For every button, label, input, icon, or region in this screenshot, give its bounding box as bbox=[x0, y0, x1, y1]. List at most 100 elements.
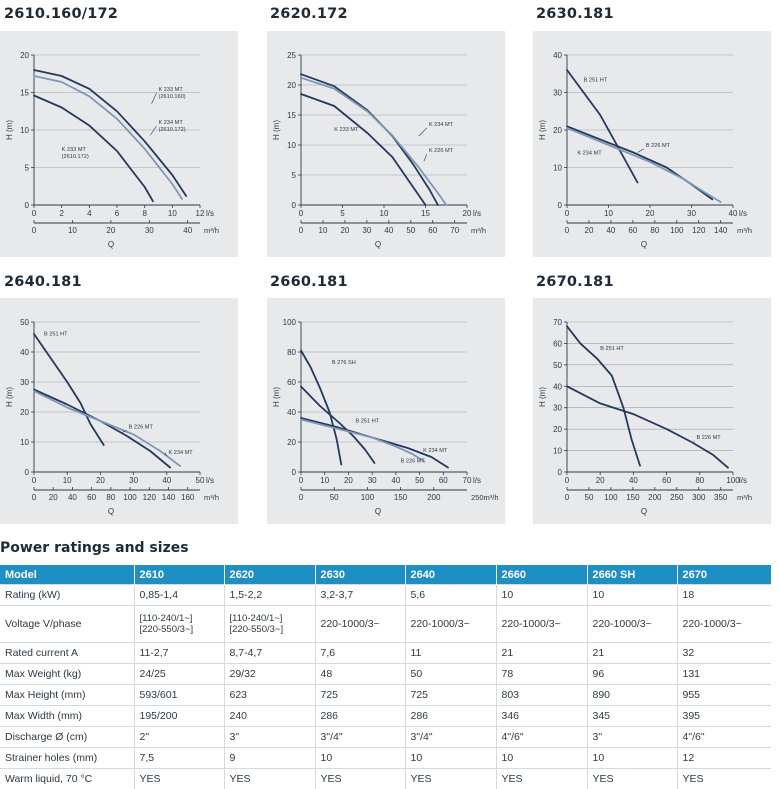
x-tick-label: 50 bbox=[415, 476, 424, 485]
table-cell: YES bbox=[405, 769, 496, 789]
chart-title-2640: 2640.181 bbox=[4, 274, 82, 290]
table-cell-line: [220-550/3~] bbox=[230, 624, 310, 635]
y-tick-label: 25 bbox=[287, 51, 296, 60]
x2-tick-label: 70 bbox=[450, 226, 459, 235]
series-curve bbox=[301, 420, 424, 462]
x-tick-label: 20 bbox=[596, 476, 605, 485]
series-label: B 226 MT bbox=[129, 425, 154, 431]
y-tick-label: 20 bbox=[287, 81, 296, 90]
y-tick-label: 20 bbox=[553, 425, 562, 434]
table-cell: 131 bbox=[677, 664, 771, 685]
column-header-2670: 2670 bbox=[677, 565, 771, 585]
x-tick-label: 10 bbox=[63, 476, 72, 485]
x-tick-label: 8 bbox=[142, 209, 147, 218]
series-curve bbox=[567, 386, 728, 467]
x-tick-label: 20 bbox=[463, 209, 472, 218]
column-header-2640: 2640 bbox=[405, 565, 496, 585]
table-cell: 803 bbox=[496, 685, 587, 706]
table-cell: 220-1000/3~ bbox=[496, 606, 587, 643]
y-tick-label: 100 bbox=[283, 318, 297, 327]
series-curve bbox=[301, 387, 375, 464]
x2-tick-label: 40 bbox=[68, 493, 77, 502]
y-tick-label: 0 bbox=[292, 201, 297, 210]
table-cell: 5,6 bbox=[405, 585, 496, 606]
y-tick-label: 15 bbox=[287, 111, 296, 120]
y-tick-label: 10 bbox=[553, 447, 562, 456]
x2-tick-label: 250 bbox=[670, 493, 684, 502]
series-label: (2610.172) bbox=[62, 154, 89, 160]
x-tick-label: 20 bbox=[96, 476, 105, 485]
table-cell: 3" bbox=[224, 727, 315, 748]
x2-tick-label: 20 bbox=[340, 226, 349, 235]
table-cell: 24/25 bbox=[134, 664, 224, 685]
x2-unit-label: m³/h bbox=[204, 493, 219, 502]
x2-tick-label: 120 bbox=[143, 493, 157, 502]
x-tick-label: 10 bbox=[604, 209, 613, 218]
table-cell: YES bbox=[496, 769, 587, 789]
table-cell: 11 bbox=[405, 643, 496, 664]
y-axis-title: H (m) bbox=[538, 120, 547, 140]
x2-tick-label: 30 bbox=[362, 226, 371, 235]
x-tick-label: 4 bbox=[87, 209, 92, 218]
series-label: K 233 MT bbox=[62, 147, 87, 153]
series-label: B 251 HT bbox=[356, 419, 380, 425]
y-tick-label: 40 bbox=[553, 51, 562, 60]
x2-tick-label: 0 bbox=[565, 226, 570, 235]
x-tick-label: 30 bbox=[129, 476, 138, 485]
y-tick-label: 40 bbox=[287, 408, 296, 417]
x2-tick-label: 0 bbox=[299, 226, 304, 235]
y-tick-label: 10 bbox=[553, 164, 562, 173]
table-cell: 12 bbox=[677, 748, 771, 769]
table-cell: 4"/6" bbox=[677, 727, 771, 748]
table-cell: 10 bbox=[496, 748, 587, 769]
table-cell: [110-240/1~][220-550/3~] bbox=[224, 606, 315, 643]
x-tick-label: 10 bbox=[380, 209, 389, 218]
x2-tick-label: 0 bbox=[32, 493, 37, 502]
x2-tick-label: 150 bbox=[626, 493, 640, 502]
table-cell: 8,7-4,7 bbox=[224, 643, 315, 664]
series-curve bbox=[301, 74, 438, 205]
chart-title-2670: 2670.181 bbox=[536, 274, 614, 290]
column-header-2660: 2660 bbox=[496, 565, 587, 585]
series-label: B 251 HT bbox=[584, 77, 608, 83]
x-unit-label: l/s bbox=[473, 476, 481, 485]
annotation-leader bbox=[150, 126, 156, 135]
x-tick-label: 20 bbox=[646, 209, 655, 218]
series-curve bbox=[567, 128, 721, 202]
row-label: Max Width (mm) bbox=[0, 706, 134, 727]
y-tick-label: 10 bbox=[20, 126, 29, 135]
x2-tick-label: 200 bbox=[648, 493, 662, 502]
y-tick-label: 20 bbox=[287, 438, 296, 447]
x-tick-label: 10 bbox=[168, 209, 177, 218]
row-label: Max Weight (kg) bbox=[0, 664, 134, 685]
x2-tick-label: 100 bbox=[123, 493, 137, 502]
series-curve bbox=[34, 391, 180, 466]
y-axis-title: H (m) bbox=[272, 387, 281, 407]
y-tick-label: 20 bbox=[20, 51, 29, 60]
y-tick-label: 30 bbox=[20, 378, 29, 387]
series-label: K 234 MT bbox=[577, 150, 602, 156]
series-label: K 234 MT bbox=[429, 122, 454, 128]
x-axis-title: Q bbox=[641, 507, 647, 516]
y-tick-label: 10 bbox=[20, 438, 29, 447]
x2-tick-label: 350 bbox=[714, 493, 728, 502]
x-tick-label: 40 bbox=[729, 209, 738, 218]
table-cell: YES bbox=[315, 769, 405, 789]
x2-tick-label: 60 bbox=[628, 226, 637, 235]
x2-unit-label: m³/h bbox=[471, 226, 486, 235]
row-label: Max Height (mm) bbox=[0, 685, 134, 706]
series-label: K 233 MT bbox=[334, 127, 359, 133]
table-cell: 0,85-1,4 bbox=[134, 585, 224, 606]
table-cell: 286 bbox=[405, 706, 496, 727]
column-header-2660-sh: 2660 SH bbox=[587, 565, 677, 585]
table-cell: 725 bbox=[315, 685, 405, 706]
x2-tick-label: 100 bbox=[361, 493, 375, 502]
x-axis-title: Q bbox=[108, 240, 114, 249]
y-axis-title: H (m) bbox=[272, 120, 281, 140]
x-tick-label: 10 bbox=[320, 476, 329, 485]
